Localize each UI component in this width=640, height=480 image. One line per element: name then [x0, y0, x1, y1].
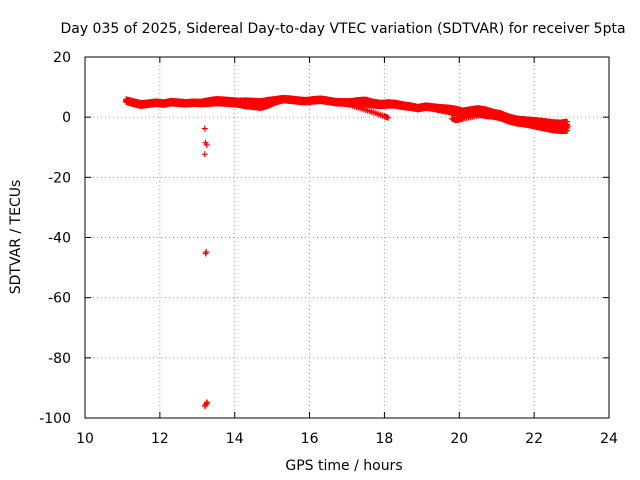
data-point — [201, 125, 208, 132]
y-tick-label: -60 — [48, 291, 71, 307]
x-tick-label: 18 — [376, 431, 394, 447]
data-point — [202, 250, 209, 257]
data-point — [488, 112, 495, 119]
y-tick-label: -40 — [48, 231, 71, 247]
data-point — [349, 102, 356, 109]
data-point — [204, 399, 211, 406]
data-point — [384, 114, 391, 121]
y-tick-label: -80 — [48, 351, 71, 367]
data-point — [357, 105, 364, 112]
data-point — [459, 115, 466, 122]
data-point — [364, 107, 371, 114]
x-tick-label: 16 — [301, 431, 319, 447]
data-point — [473, 113, 480, 120]
data-points — [123, 94, 571, 409]
data-point — [564, 118, 571, 125]
y-tick-label: 0 — [62, 110, 71, 126]
data-point — [201, 151, 208, 158]
data-point — [564, 123, 571, 130]
x-tick-label: 10 — [76, 431, 94, 447]
x-tick-label: 20 — [450, 431, 468, 447]
y-tick-label: -20 — [48, 170, 71, 186]
data-point — [342, 100, 349, 107]
y-tick-label: -100 — [39, 411, 71, 427]
x-tick-label: 14 — [226, 431, 244, 447]
grid — [85, 57, 609, 418]
data-point — [465, 114, 472, 121]
x-tick-label: 12 — [151, 431, 169, 447]
plot-frame — [84, 56, 610, 419]
data-point — [203, 141, 210, 148]
x-tick-label: 22 — [525, 431, 543, 447]
chart-title: Day 035 of 2025, Sidereal Day-to-day VTE… — [60, 21, 625, 37]
data-point — [372, 109, 379, 116]
y-tick-label: 20 — [53, 50, 71, 66]
data-point — [379, 112, 386, 119]
x-tick-label: 24 — [600, 431, 618, 447]
axis-ticks: 10 12 14 16 18 20 22 24 20 0 -20 -40 -60 -80 -100 — [39, 50, 618, 447]
y-axis-label: SDTVAR / TECUs — [8, 180, 24, 295]
x-axis-label: GPS time / hours — [285, 458, 402, 474]
